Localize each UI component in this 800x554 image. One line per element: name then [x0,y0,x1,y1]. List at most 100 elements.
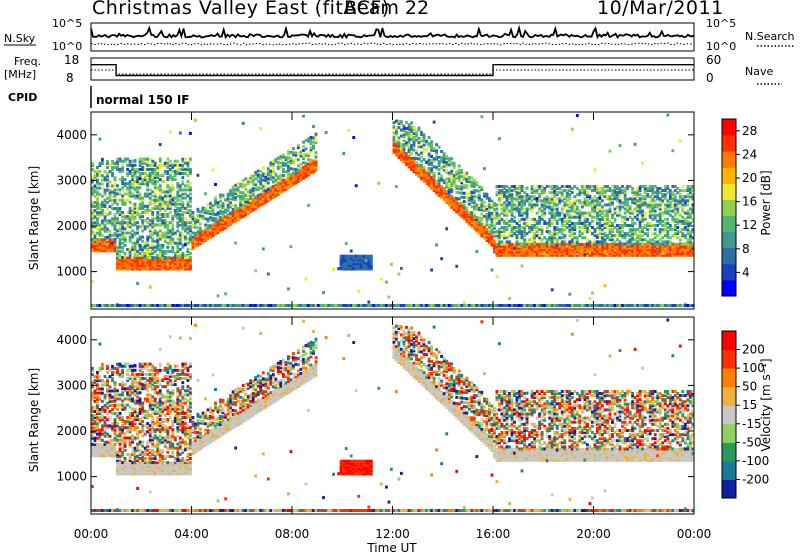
power-cell [322,291,325,295]
power-cell [588,252,592,255]
power-cell [204,192,207,196]
power-cell [148,180,152,184]
power-cell [395,131,398,135]
power-cell [430,169,434,173]
power-cell [601,211,604,215]
power-cell [412,156,416,160]
power-cell [407,154,411,157]
power-cell [176,194,180,198]
power-cell [668,250,672,254]
power-cell [131,235,135,239]
power-cell [307,151,310,155]
power-cell [271,164,275,167]
power-cell [543,197,547,201]
power-cell [646,203,650,207]
power-cell [591,304,594,307]
power-cell [525,250,529,254]
power-cell [470,196,474,200]
power-cell [530,205,534,209]
power-cell [93,237,97,241]
power-cell [568,205,572,209]
power-cell [485,228,489,231]
power-cell [641,248,645,252]
power-cell [299,171,303,175]
power-cell [427,180,431,184]
power-cell [269,177,273,181]
power-cell [668,244,672,248]
power-cell [651,217,655,221]
power-cell [201,235,205,239]
power-cell [410,121,413,125]
power-cell [106,213,109,217]
power-cell [628,238,632,242]
power-cell [495,238,499,242]
power-cell [415,165,418,169]
power-cell [206,233,210,237]
freq-label-line1: Freq. [14,55,41,68]
power-cell [646,304,650,307]
power-cell [128,256,132,260]
power-cell [530,253,534,257]
power-cell [462,191,466,195]
power-cell [108,242,112,245]
power-cell [186,211,190,214]
power-cell [435,157,439,161]
power-cell [204,229,207,233]
power-cell [128,262,132,265]
power-cell [545,244,549,248]
power-cell [93,209,97,213]
power-cell [364,263,368,267]
power-cell [357,267,361,271]
power-cell [156,231,160,235]
power-cell [520,252,524,255]
power-cell [583,197,587,201]
power-cell [508,187,511,190]
power-cell [136,194,140,198]
power-cell [646,187,650,190]
power-cell [671,219,675,223]
power-cell [558,213,562,217]
power-cell [249,188,253,192]
power-cell [503,193,506,197]
power-cell [101,242,104,245]
power-cell [123,243,127,247]
power-cell [636,201,640,205]
power-cell [515,304,519,307]
power-cell [437,183,441,186]
power-cell [658,230,662,234]
power-cell [518,236,521,240]
power-cell [663,211,667,215]
power-cell [663,209,667,213]
power-cell [111,166,114,169]
power-cell [483,231,486,235]
power-cell [161,231,165,235]
power-cell [141,172,145,175]
power-cell [229,219,233,223]
power-cell [648,209,652,213]
power-cell [420,166,423,170]
power-cell [623,244,627,248]
power-cell [400,146,403,150]
power-cell [214,219,217,223]
power-cell [251,174,255,178]
power-cell [533,187,537,190]
power-cell [216,221,220,225]
power-cell [477,226,481,230]
power-cell [525,199,529,203]
power-cell [596,191,599,195]
power-cell [309,170,313,174]
power-cell [480,228,484,232]
power-cell [545,224,549,227]
power-cell [493,226,496,230]
power-cell [470,182,474,186]
power-cell [432,187,436,191]
power-cell [171,229,175,233]
power-cell [387,295,391,299]
power-cell [126,157,130,161]
power-cell [219,209,222,213]
power-cell [359,260,363,264]
power-cell [287,166,290,170]
power-cell [641,195,645,199]
power-cell [309,164,313,168]
